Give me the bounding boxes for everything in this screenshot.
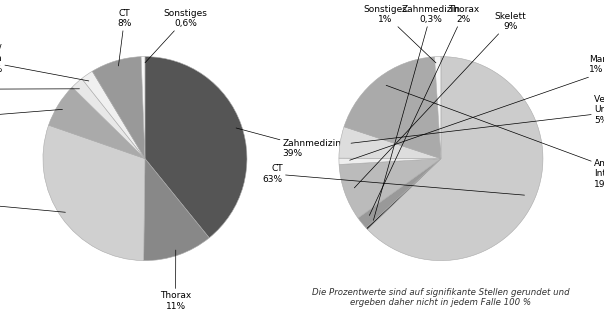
Text: Skelett
9%: Skelett 9%	[355, 12, 526, 188]
Text: Angiographie/
Intervention
2%: Angiographie/ Intervention 2%	[0, 44, 89, 81]
Wedge shape	[358, 159, 441, 228]
Wedge shape	[72, 79, 145, 159]
Wedge shape	[145, 57, 247, 238]
Wedge shape	[344, 57, 441, 159]
Wedge shape	[92, 57, 145, 159]
Wedge shape	[434, 57, 441, 159]
Wedge shape	[141, 57, 145, 159]
Wedge shape	[366, 159, 441, 229]
Wedge shape	[367, 57, 543, 261]
Wedge shape	[82, 71, 145, 159]
Wedge shape	[43, 125, 145, 261]
Text: Zahnmedizin
0,3%: Zahnmedizin 0,3%	[373, 5, 460, 220]
Text: Angiographie/
Intervention
19%: Angiographie/ Intervention 19%	[386, 85, 604, 189]
Text: Zahnmedizin
39%: Zahnmedizin 39%	[236, 128, 342, 158]
Text: CT
8%: CT 8%	[117, 9, 132, 66]
Text: Skelett
30%: Skelett 30%	[0, 195, 65, 214]
Text: Mammographie
(einseitig)
7%: Mammographie (einseitig) 7%	[0, 103, 62, 133]
Text: Thorax
11%: Thorax 11%	[160, 250, 191, 311]
Text: Verdauungs- und
Urogenitaltrakt
2%: Verdauungs- und Urogenitaltrakt 2%	[0, 74, 80, 104]
Text: Sonstiges
0,6%: Sonstiges 0,6%	[145, 9, 208, 63]
Wedge shape	[48, 87, 145, 159]
Wedge shape	[339, 159, 441, 218]
Text: Verdauungs- und
Urogenitaltrakt
5%: Verdauungs- und Urogenitaltrakt 5%	[351, 95, 604, 143]
Wedge shape	[339, 127, 441, 159]
Text: Thorax
2%: Thorax 2%	[370, 5, 479, 216]
Text: Sonstiges
1%: Sonstiges 1%	[363, 5, 436, 63]
Text: Mammographie
1%: Mammographie 1%	[350, 55, 604, 160]
Wedge shape	[339, 158, 441, 165]
Wedge shape	[144, 159, 209, 261]
Text: Die Prozentwerte sind auf signifikante Stellen gerundet und
ergeben daher nicht : Die Prozentwerte sind auf signifikante S…	[312, 288, 570, 307]
Text: CT
63%: CT 63%	[263, 164, 524, 195]
